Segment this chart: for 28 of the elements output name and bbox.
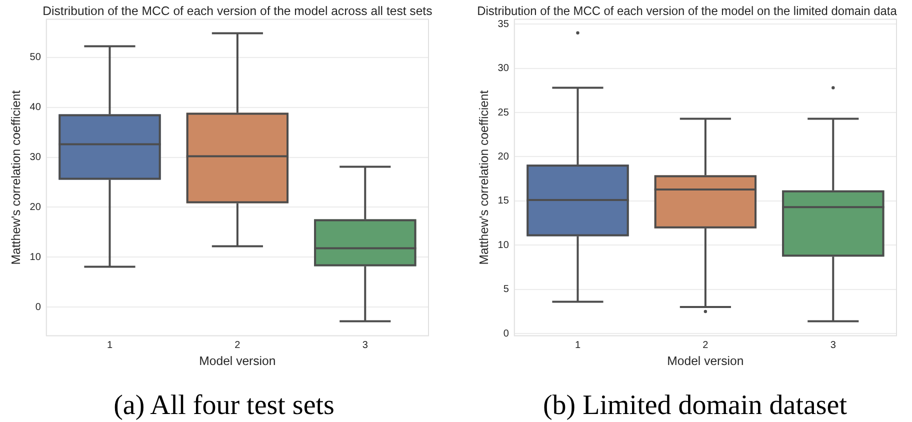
x-tick-label: 1 (574, 340, 581, 351)
x-tick-label: 2 (702, 340, 709, 351)
x-axis-title: Model version (667, 354, 744, 368)
x-tick-label: 3 (362, 340, 368, 351)
chart-title: Distribution of the MCC of each version of the model on the limited domain data (477, 4, 898, 18)
y-tick-label: 50 (30, 52, 42, 64)
y-tick-label: 35 (498, 18, 510, 30)
y-axis-title: Matthew's correlation coefficient (8, 90, 23, 265)
y-tick-label: 40 (30, 102, 42, 114)
y-tick-label: 20 (30, 202, 42, 213)
y-tick-label: 20 (498, 151, 510, 162)
x-tick-label: 2 (234, 340, 241, 351)
y-tick-label: 5 (503, 284, 510, 296)
y-tick-label: 15 (498, 196, 510, 207)
y-tick-label: 25 (498, 107, 510, 118)
y-axis-title: Matthew's correlation coefficient (476, 90, 491, 265)
y-tick-label: 10 (30, 252, 42, 263)
y-tick-label: 30 (498, 63, 510, 74)
y-tick-label: 10 (498, 240, 510, 251)
y-tick-label: 30 (30, 152, 42, 163)
y-tick-label: 0 (503, 328, 510, 340)
text: (b) Limited domain dataset (542, 390, 848, 422)
x-tick-label: 3 (830, 340, 836, 351)
text: (a) All four test sets (114, 390, 334, 422)
chart-title: Distribution of the MCC of each version of the model across all test sets (42, 4, 432, 18)
x-axis-title: Model version (199, 354, 276, 368)
x-tick-label: 1 (106, 340, 113, 351)
y-tick-label: 0 (35, 302, 42, 313)
